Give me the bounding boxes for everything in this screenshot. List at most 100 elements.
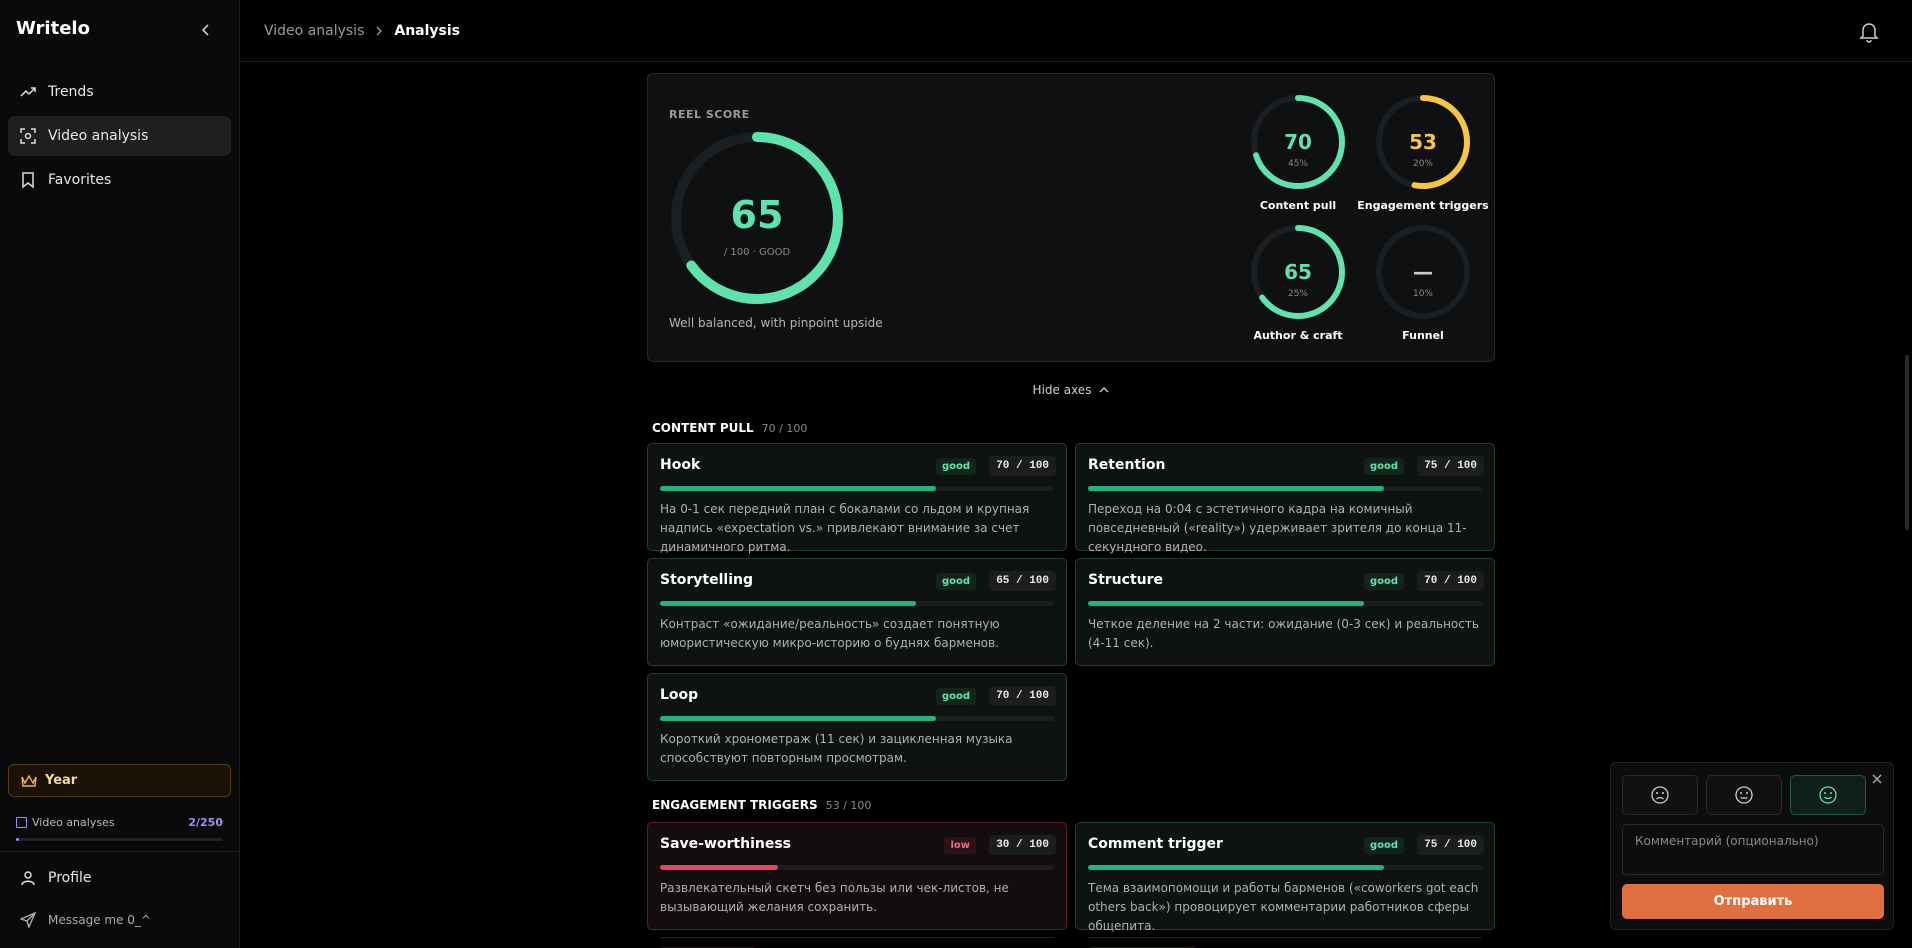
- toggle-axes[interactable]: Hide axes: [647, 362, 1495, 418]
- card-status: good: [935, 573, 976, 590]
- axis-weight: 20%: [1413, 159, 1433, 169]
- message-link[interactable]: Message me 0_^: [20, 912, 151, 928]
- ring-arc: [1376, 95, 1470, 189]
- score-bar: [660, 486, 936, 491]
- score-summary: Well balanced, with pinpoint upside: [669, 316, 883, 330]
- metric-card: Loop good 70 / 100 Короткий хронометраж (11…: [647, 673, 1067, 781]
- profile-link[interactable]: Profile: [20, 870, 92, 886]
- score-value: 65: [731, 193, 784, 237]
- score-bar: [1088, 486, 1384, 491]
- card-status: good: [935, 458, 976, 475]
- score-track: [1088, 865, 1482, 870]
- breadcrumb: Video analysis Analysis: [264, 23, 460, 39]
- score-card: REEL SCORE 65 / 100 · GOOD Well balanced, w…: [647, 73, 1495, 362]
- scrollbar[interactable]: [1905, 355, 1909, 530]
- score-track: [660, 716, 1054, 721]
- card-text: Переход на 0:04 с эстетичного кадра на к…: [1088, 502, 1467, 554]
- axis-value: 65: [1284, 260, 1312, 284]
- section-score: 70 / 100: [761, 421, 808, 435]
- card-score: 70 / 100: [989, 686, 1056, 706]
- collapse-button[interactable]: [198, 22, 214, 38]
- card-title: Comment trigger: [1088, 836, 1223, 852]
- card-text: Четкое деление на 2 части: ожидание (0-3…: [1088, 617, 1479, 650]
- sidebar: Writelo Trends Video analysis Favorites …: [0, 0, 240, 948]
- neutral-button[interactable]: [1706, 775, 1782, 815]
- card-score: 75 / 100: [1417, 835, 1484, 855]
- ring-track: [1376, 225, 1470, 319]
- nav-label: Favorites: [48, 172, 112, 188]
- ring-arc: [1251, 95, 1345, 189]
- score-track: [660, 601, 1054, 606]
- breadcrumb-current: Analysis: [394, 23, 460, 39]
- card-score: 70 / 100: [1417, 571, 1484, 591]
- axis-name: Engagement triggers: [1357, 199, 1489, 212]
- axis-weight: 10%: [1413, 289, 1433, 299]
- feedback-widget: Комментарий (опционально) Отправить: [1610, 762, 1894, 930]
- plan-badge[interactable]: Year: [8, 764, 231, 797]
- top-bar: Video analysis Analysis: [240, 0, 1912, 62]
- card-text: Контраст «ожидание/реальность» создает п…: [660, 617, 1000, 650]
- close-button[interactable]: [1871, 773, 1883, 785]
- notifications[interactable]: [1859, 21, 1879, 43]
- divider: [0, 851, 240, 852]
- card-text: Тема взаимопомощи и работы барменов («co…: [1088, 881, 1479, 933]
- usage-track: [16, 838, 223, 841]
- happy-button[interactable]: [1790, 775, 1866, 815]
- priority-row: PRIORITY: MEDIUMподнимет ось из good в e…: [1088, 937, 1482, 948]
- card-title: Retention: [1088, 457, 1166, 473]
- nav-item[interactable]: Video analysis: [8, 116, 231, 156]
- card-title: Save-worthiness: [660, 836, 792, 852]
- score-bar: [660, 716, 936, 721]
- score-track: [1088, 486, 1482, 491]
- main: REEL SCORE 65 / 100 · GOOD Well balanced, w…: [647, 62, 1495, 948]
- axis-name: Funnel: [1402, 329, 1444, 342]
- axis-weight: 45%: [1288, 159, 1308, 169]
- nav-item[interactable]: Favorites: [8, 160, 231, 200]
- card-title: Structure: [1088, 572, 1164, 588]
- nav-label: Video analysis: [48, 128, 149, 144]
- section-title: ENGAGEMENT TRIGGERS: [652, 798, 818, 812]
- metric-card: Hook good 70 / 100 На 0-1 сек передний план…: [647, 443, 1067, 554]
- priority-row: PRIORITY: HIGHподнимет ось из poor в ave…: [660, 937, 1054, 948]
- axis-weight: 25%: [1288, 289, 1308, 299]
- score-track: [1088, 601, 1482, 606]
- submit-button[interactable]: Отправить: [1622, 884, 1884, 919]
- breadcrumb-link[interactable]: Video analysis: [264, 23, 365, 39]
- axis-name: Content pull: [1260, 199, 1336, 212]
- card-status: good: [935, 688, 976, 705]
- ring-arc: [1251, 225, 1345, 319]
- card-text: Развлекательный скетч без пользы или чек…: [660, 881, 1009, 914]
- usage-label: Video analyses: [32, 816, 115, 829]
- card-title: Storytelling: [660, 572, 753, 588]
- score-track: [660, 865, 1054, 870]
- usage-fill: [16, 838, 19, 841]
- axis-value: —: [1413, 260, 1433, 284]
- comment-input[interactable]: Комментарий (опционально): [1622, 824, 1884, 875]
- card-score: 75 / 100: [1417, 456, 1484, 476]
- score-caption: / 100 · GOOD: [724, 247, 791, 258]
- message-label: Message me 0_^: [48, 913, 151, 927]
- usage-count: 2/250: [188, 816, 223, 829]
- metric-card: Save-worthiness low 30 / 100 Развлекательны…: [647, 822, 1067, 948]
- score-track: [660, 486, 1054, 491]
- section-title: CONTENT PULL: [652, 421, 754, 435]
- section-heading: ENGAGEMENT TRIGGERS 53 / 100: [647, 795, 1495, 815]
- sad-button[interactable]: [1622, 775, 1698, 815]
- card-score: 70 / 100: [989, 456, 1056, 476]
- nav-item[interactable]: Trends: [8, 72, 231, 112]
- score-bar: [660, 865, 779, 870]
- card-title: Loop: [660, 687, 699, 703]
- score-bar: [1088, 601, 1364, 606]
- card-title: Hook: [660, 457, 701, 473]
- metric-card: Structure good 70 / 100 Четкое деление на 2…: [1075, 558, 1495, 666]
- card-text: Короткий хронометраж (11 сек) и зациклен…: [660, 732, 1013, 765]
- usage: Video analyses 2/250: [16, 816, 223, 841]
- axis-name: Author & craft: [1253, 329, 1342, 342]
- brand: Writelo: [16, 18, 90, 39]
- axis-value: 70: [1284, 130, 1312, 154]
- card-text: На 0-1 сек передний план с бокалами со л…: [660, 502, 1030, 554]
- ring-arc: [671, 132, 843, 304]
- section-heading: CONTENT PULL 70 / 100: [647, 418, 1495, 438]
- metric-card: Comment trigger good 75 / 100 Тема взаимопо…: [1075, 822, 1495, 948]
